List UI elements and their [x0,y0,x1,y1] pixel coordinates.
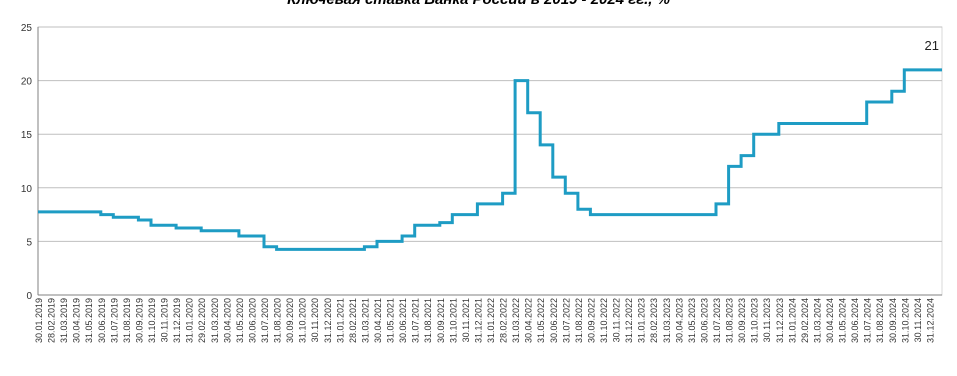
y-tick-label: 0 [26,291,32,302]
y-tick-label: 5 [26,237,32,248]
y-tick-label: 20 [21,77,33,88]
x-tick-label: 30.06.2024 [850,298,860,343]
series-line-key-rate [38,68,942,251]
x-tick-label: 30.06.2019 [97,298,107,343]
x-tick-label: 30.11.2021 [461,298,471,342]
y-tick-label: 15 [21,130,33,141]
x-tick-label: 30.04.2020 [222,298,232,343]
x-tick-label: 28.02.2022 [499,298,509,343]
x-tick-label: 30.09.2020 [285,298,295,343]
x-tick-label: 31.08.2020 [273,298,283,343]
x-tick-label: 30.04.2021 [373,298,383,343]
chart-title: Ключевая ставка Банка России в 2019 - 20… [0,0,957,8]
x-tick-label: 30.06.2023 [699,298,709,343]
x-tick-label: 31.07.2023 [712,298,722,343]
x-tick-label: 31.08.2019 [122,298,132,343]
x-tick-label: 31.03.2021 [360,298,370,343]
x-tick-label: 31.10.2024 [900,298,910,343]
x-tick-label: 31.05.2024 [838,298,848,343]
x-tick-label: 31.01.2021 [335,298,345,343]
x-tick-label: 30.06.2020 [247,298,257,343]
x-tick-label: 31.08.2024 [875,298,885,343]
x-tick-label: 29.02.2024 [800,298,810,343]
x-tick-label: 28.02.2021 [348,298,358,343]
x-tick-label: 31.12.2020 [323,298,333,343]
x-tick-label: 30.11.2020 [310,298,320,342]
x-tick-label: 31.05.2022 [536,298,546,343]
x-tick-label: 30.09.2021 [436,298,446,343]
x-tick-label: 31.08.2022 [574,298,584,343]
x-tick-label: 31.08.2023 [725,298,735,343]
end-value-label: 21 [925,38,939,53]
x-tick-label: 28.02.2019 [47,298,57,343]
x-tick-label: 31.10.2020 [298,298,308,343]
x-tick-label: 31.12.2023 [775,298,785,343]
x-tick-label: 30.11.2022 [612,298,622,342]
x-tick-label: 31.03.2024 [812,298,822,343]
x-tick-label: 30.04.2019 [72,298,82,343]
x-tick-label: 31.12.2022 [624,298,634,343]
x-tick-label: 31.12.2024 [925,298,935,343]
x-tick-label: 30.11.2019 [160,298,170,342]
x-tick-label: 31.07.2022 [561,298,571,343]
x-tick-label: 30.06.2022 [549,298,559,343]
x-tick-label: 31.07.2021 [411,298,421,343]
x-tick-label: 31.12.2019 [172,298,182,343]
x-tick-label: 31.10.2019 [147,298,157,343]
x-tick-label: 30.09.2022 [586,298,596,343]
x-tick-label: 31.08.2021 [423,298,433,343]
x-tick-label: 30.04.2022 [524,298,534,343]
x-tick-label: 30.09.2019 [134,298,144,343]
y-tick-label: 25 [21,23,33,34]
x-tick-label: 31.10.2021 [448,298,458,343]
x-tick-label: 30.01.2019 [34,298,44,343]
x-tick-label: 31.05.2019 [84,298,94,343]
x-tick-label: 30.09.2024 [888,298,898,343]
x-tick-label: 28.02.2023 [649,298,659,343]
x-tick-label: 30.04.2023 [674,298,684,343]
x-tick-label: 31.07.2020 [260,298,270,343]
x-tick-label: 29.02.2020 [197,298,207,343]
x-tick-label: 31.05.2021 [386,298,396,343]
x-tick-label: 30.04.2024 [825,298,835,343]
x-tick-label: 30.06.2021 [398,298,408,343]
x-tick-label: 31.07.2019 [109,298,119,343]
x-tick-label: 30.11.2024 [913,298,923,342]
x-tick-label: 31.12.2021 [473,298,483,343]
x-tick-label: 31.01.2024 [787,298,797,343]
x-tick-label: 31.03.2022 [511,298,521,343]
x-tick-label: 31.03.2023 [662,298,672,343]
x-tick-label: 30.11.2023 [762,298,772,342]
x-tick-label: 31.01.2020 [185,298,195,343]
x-tick-label: 31.10.2023 [750,298,760,343]
x-tick-label: 31.01.2023 [637,298,647,343]
x-tick-label: 31.05.2023 [687,298,697,343]
x-tick-label: 30.09.2023 [737,298,747,343]
y-tick-label: 10 [21,184,33,195]
x-tick-label: 31.03.2019 [59,298,69,343]
plot-area [37,26,943,296]
x-tick-label: 31.07.2024 [863,298,873,343]
x-tick-label: 31.01.2022 [486,298,496,343]
x-tick-label: 31.05.2020 [235,298,245,343]
x-tick-label: 31.03.2020 [210,298,220,343]
x-tick-label: 31.10.2022 [599,298,609,343]
